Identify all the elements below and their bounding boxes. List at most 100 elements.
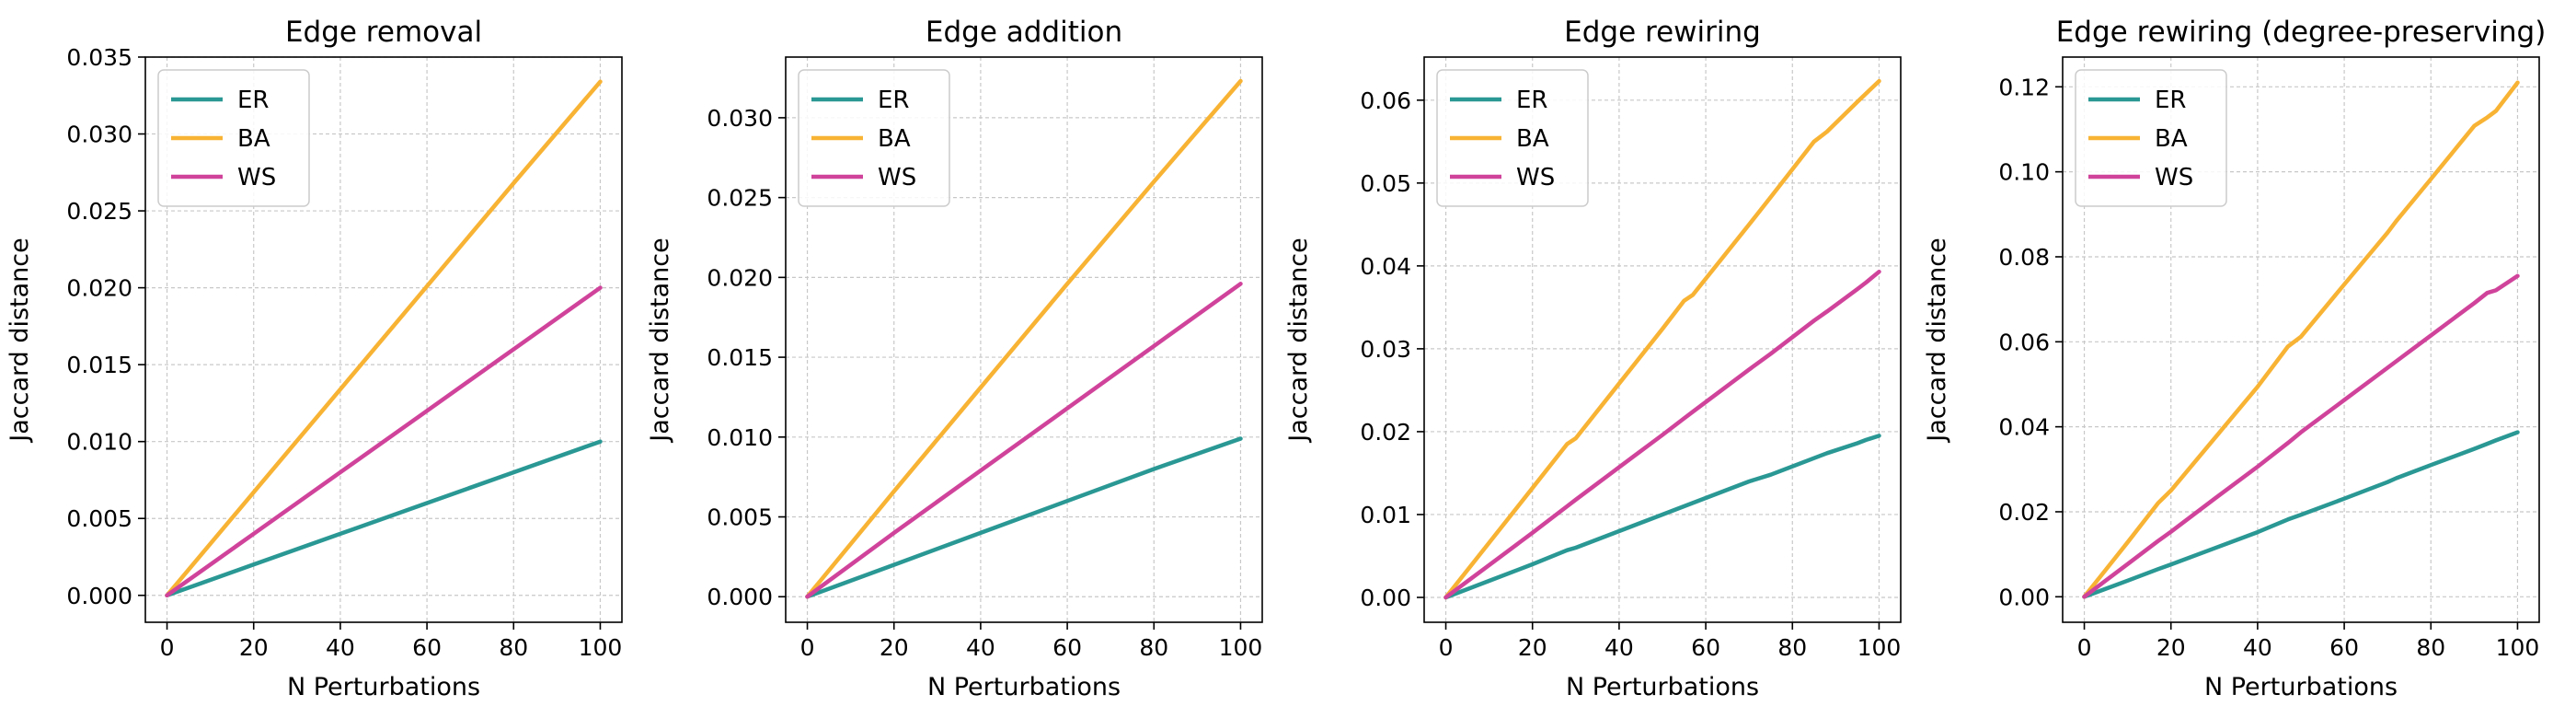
x-tick-label: 20 [1518,634,1547,661]
x-tick-label: 60 [412,634,442,661]
x-tick-label: 20 [239,634,269,661]
y-tick-label: 0.010 [66,429,132,456]
x-tick-label: 80 [499,634,528,661]
series-line-ba [1443,78,1881,600]
y-tick-label: 0.06 [1360,87,1411,114]
legend-label-ba: BA [2155,125,2188,153]
y-tick-label: 0.00 [1360,585,1411,611]
x-tick-label: 40 [2243,634,2272,661]
y-tick-label: 0.030 [707,105,773,132]
y-tick-label: 0.04 [1360,253,1411,280]
y-tick-label: 0.00 [1998,584,2050,610]
series-line-ba [165,79,603,598]
series-line-er [1443,434,1881,600]
y-tick-label: 0.03 [1360,336,1411,363]
x-tick-label: 0 [2077,634,2092,661]
y-tick-label: 0.005 [66,505,132,532]
chart-panel-1: 0 20 40 60 80 100 0.000 0.005 0.010 0.015 0.020 0.0… [6,16,623,701]
y-axis-label: Jaccard distance [1284,237,1313,444]
series-line-ws [805,282,1243,599]
y-tick-label: 0.035 [66,44,132,71]
y-tick-label: 0.025 [66,198,132,225]
y-tick-label: 0.005 [707,504,773,531]
x-tick-label: 40 [966,634,995,661]
y-axis-label: Jaccard distance [1923,237,1951,444]
x-tick-label: 100 [1219,634,1263,661]
x-tick-label: 0 [1439,634,1454,661]
x-axis-label: N Perturbations [287,673,480,701]
series-line-er [165,439,603,598]
y-tick-label: 0.030 [66,122,132,148]
x-tick-label: 40 [1604,634,1634,661]
legend-label-er: ER [237,87,270,114]
x-tick-label: 20 [880,634,909,661]
x-tick-label: 60 [1052,634,1082,661]
y-tick-label: 0.015 [66,352,132,378]
y-tick-label: 0.06 [1998,329,2050,355]
y-tick-label: 0.000 [66,583,132,609]
x-axis-label: N Perturbations [1566,673,1759,701]
y-tick-label: 0.04 [1998,414,2050,441]
chart-title: Edge rewiring (degree-preserving) [2056,16,2547,49]
x-tick-label: 0 [160,634,175,661]
y-tick-label: 0.05 [1360,170,1411,197]
legend-box [798,69,950,207]
legend-label-ba: BA [878,125,911,153]
plot-frame [144,56,623,623]
legend: ER BA WS [798,69,950,207]
legend-label-ba: BA [1516,125,1549,153]
plot-frame [2062,56,2540,623]
legend-label-ws: WS [2155,164,2193,191]
x-tick-label: 0 [800,634,815,661]
x-tick-label: 60 [2329,634,2359,661]
y-axis-label: Jaccard distance [646,237,674,444]
y-tick-label: 0.020 [66,275,132,302]
x-tick-label: 60 [1691,634,1720,661]
y-tick-label: 0.020 [707,264,773,291]
legend-label-ws: WS [237,164,276,191]
legend-box [2075,69,2227,207]
y-tick-label: 0.02 [1360,419,1411,446]
legend: ER BA WS [157,69,310,207]
plot-frame [785,56,1263,623]
y-tick-label: 0.12 [1998,74,2050,100]
legend-label-er: ER [2155,87,2187,114]
legend-label-er: ER [878,87,910,114]
series-line-ws [1443,269,1881,600]
chart-panel-2: 0 20 40 60 80 100 0.000 0.005 0.010 0.015 0.020 0.0… [646,16,1263,701]
y-tick-label: 0.01 [1360,502,1411,528]
series-line-ba [2082,80,2520,599]
x-tick-label: 80 [1777,634,1807,661]
x-tick-label: 100 [2496,634,2540,661]
x-tick-label: 100 [1857,634,1902,661]
plot-frame [1423,56,1902,623]
legend-label-ws: WS [1516,164,1555,191]
legend-label-er: ER [1516,87,1548,114]
y-tick-label: 0.015 [707,344,773,371]
series-line-ws [2082,273,2520,599]
x-tick-label: 80 [2416,634,2445,661]
series-line-ws [165,285,603,598]
legend: ER BA WS [2075,69,2227,207]
series-line-ba [805,78,1243,599]
chart-title: Edge rewiring [1564,16,1761,49]
legend-label-ws: WS [878,164,916,191]
chart-panel-3: 0 20 40 60 80 100 0.00 0.01 0.02 0.03 0.04 0.05 0.06… [1284,16,1902,701]
chart-title: Edge removal [285,16,482,49]
y-tick-label: 0.010 [707,424,773,451]
legend-box [157,69,310,207]
series-line-er [2082,430,2520,599]
x-tick-label: 40 [326,634,355,661]
y-tick-label: 0.08 [1998,244,2050,271]
legend-box [1436,69,1589,207]
x-tick-label: 20 [2156,634,2186,661]
y-tick-label: 0.025 [707,185,773,212]
y-tick-label: 0.02 [1998,499,2050,526]
x-axis-label: N Perturbations [927,673,1121,701]
x-axis-label: N Perturbations [2204,673,2398,701]
legend-label-ba: BA [237,125,270,153]
y-tick-label: 0.10 [1998,159,2050,186]
y-tick-label: 0.000 [707,584,773,610]
series-line-er [805,436,1243,599]
